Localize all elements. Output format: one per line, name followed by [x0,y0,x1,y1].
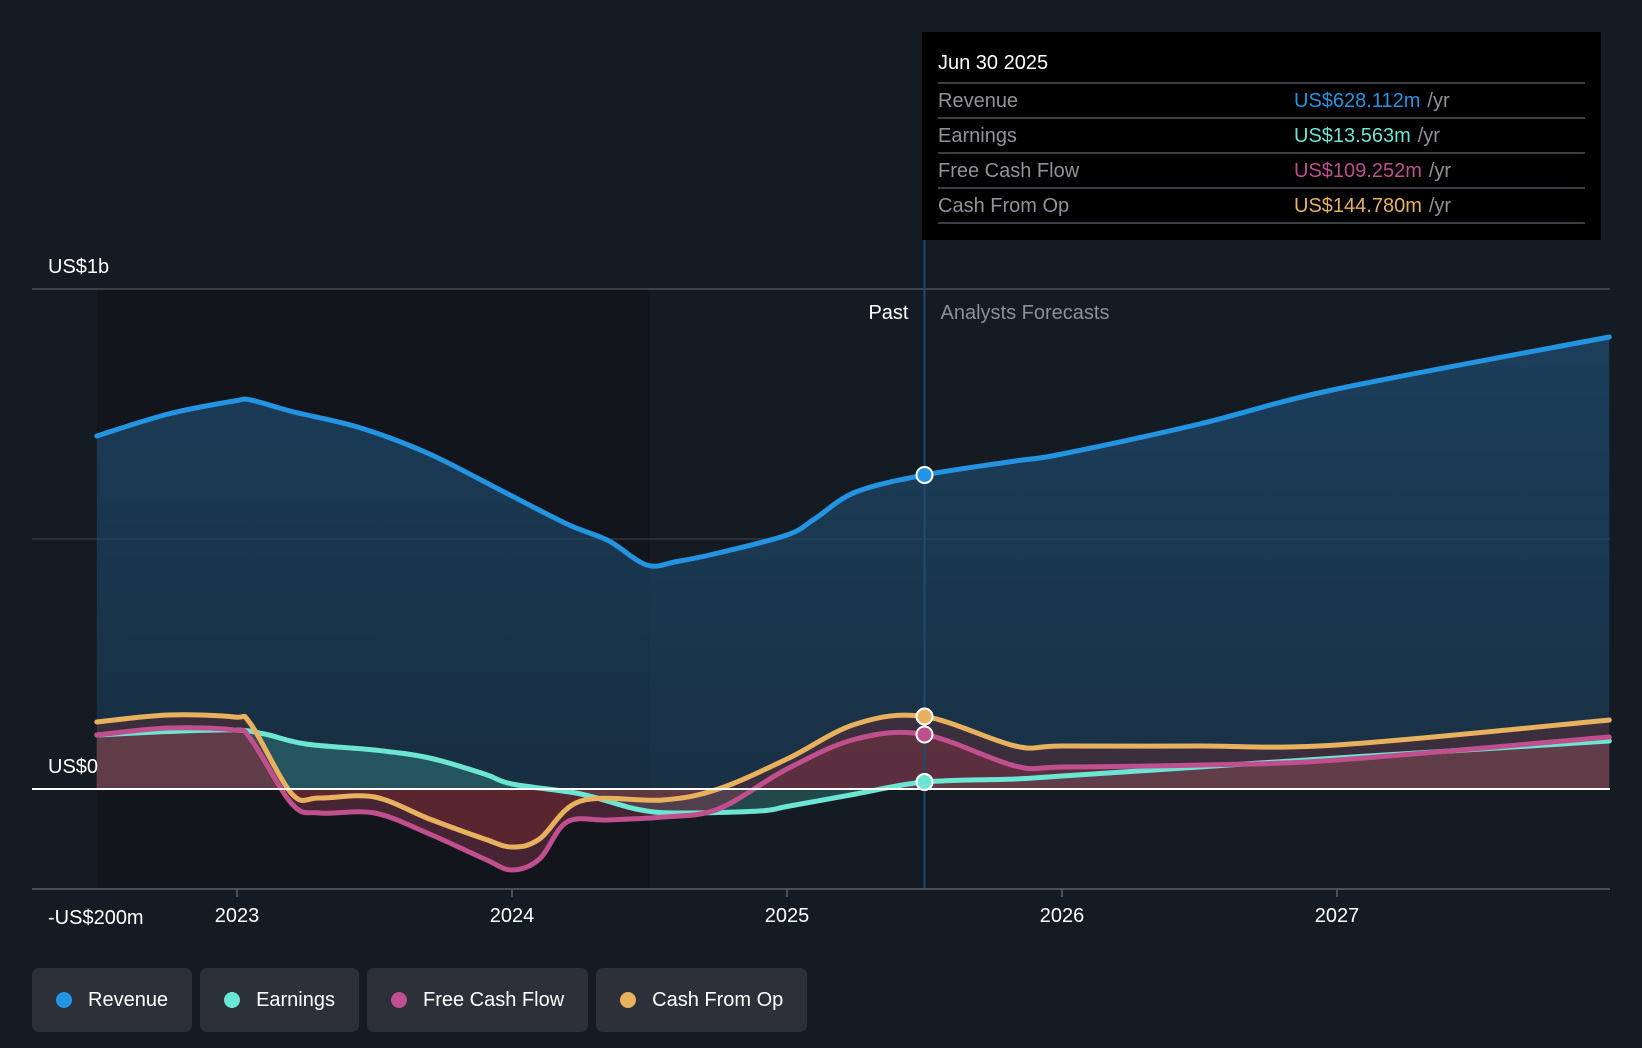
y-tick-label: US$1b [48,256,109,278]
tooltip-unit: /yr [1428,195,1452,217]
cash-from-op-line [94,712,1612,850]
tooltip-value: US$13.563m [1294,125,1411,147]
revenue-line [94,334,1612,569]
cash-from-op-dot-icon [620,992,637,1008]
free-cash-flow-line [94,725,1612,873]
tooltip-row-cash-from-op: Cash From Op US$144.780m /yr [938,189,1585,224]
past-label: Past [868,302,908,324]
legend-label: Earnings [256,988,335,1011]
x-tick-label: 2026 [1040,905,1085,927]
legend-label: Cash From Op [652,988,784,1011]
earnings-dot-icon [224,992,241,1008]
tooltip-label: Earnings [938,125,1017,147]
tooltip-unit: /yr [1417,125,1440,147]
legend: Revenue Earnings Free Cash Flow Cash Fro… [32,968,808,1032]
revenue-area [96,337,1610,789]
tooltip-label: Cash From Op [938,195,1070,217]
earnings-highlight-point[interactable] [915,773,934,791]
free-cash-flow-highlight-point[interactable] [915,725,934,744]
y-tick-label: US$0 [48,756,98,778]
revenue-highlight-point[interactable] [915,466,934,484]
tooltip-row-earnings: Earnings US$13.563m /yr [938,119,1585,154]
legend-item-revenue[interactable]: Revenue [32,968,193,1032]
tooltip-value: US$144.780m [1294,195,1422,217]
y-tick-label: -US$200m [48,907,144,929]
tooltip-value: US$109.252m [1294,160,1422,182]
x-tick-label: 2025 [765,905,810,927]
tooltip-unit: /yr [1428,160,1452,182]
x-tick-label: 2024 [490,905,535,927]
x-tick-label: 2027 [1315,905,1360,927]
revenue-dot-icon [56,992,72,1008]
legend-item-earnings[interactable]: Earnings [200,968,359,1032]
tooltip: Jun 30 2025 Revenue US$628.112m /yr Earn… [922,32,1601,240]
tooltip-date: Jun 30 2025 [938,44,1585,84]
legend-label: Free Cash Flow [423,988,565,1011]
tooltip-value: US$628.112m [1294,90,1421,112]
tooltip-unit: /yr [1427,90,1450,112]
legend-label: Revenue [88,988,169,1011]
tooltip-label: Free Cash Flow [938,160,1080,182]
earnings-line [94,727,1612,816]
free-cash-flow-dot-icon [391,992,407,1008]
tooltip-label: Revenue [938,90,1019,112]
forecast-label: Analysts Forecasts [941,302,1110,324]
tooltip-row-free-cash-flow: Free Cash Flow US$109.252m /yr [938,154,1585,189]
legend-item-cash-from-op[interactable]: Cash From Op [596,968,808,1032]
tooltip-row-revenue: Revenue US$628.112m /yr [938,84,1585,119]
legend-item-free-cash-flow[interactable]: Free Cash Flow [367,968,589,1032]
x-tick-label: 2023 [215,905,260,927]
cash-from-op-highlight-point[interactable] [915,707,934,726]
